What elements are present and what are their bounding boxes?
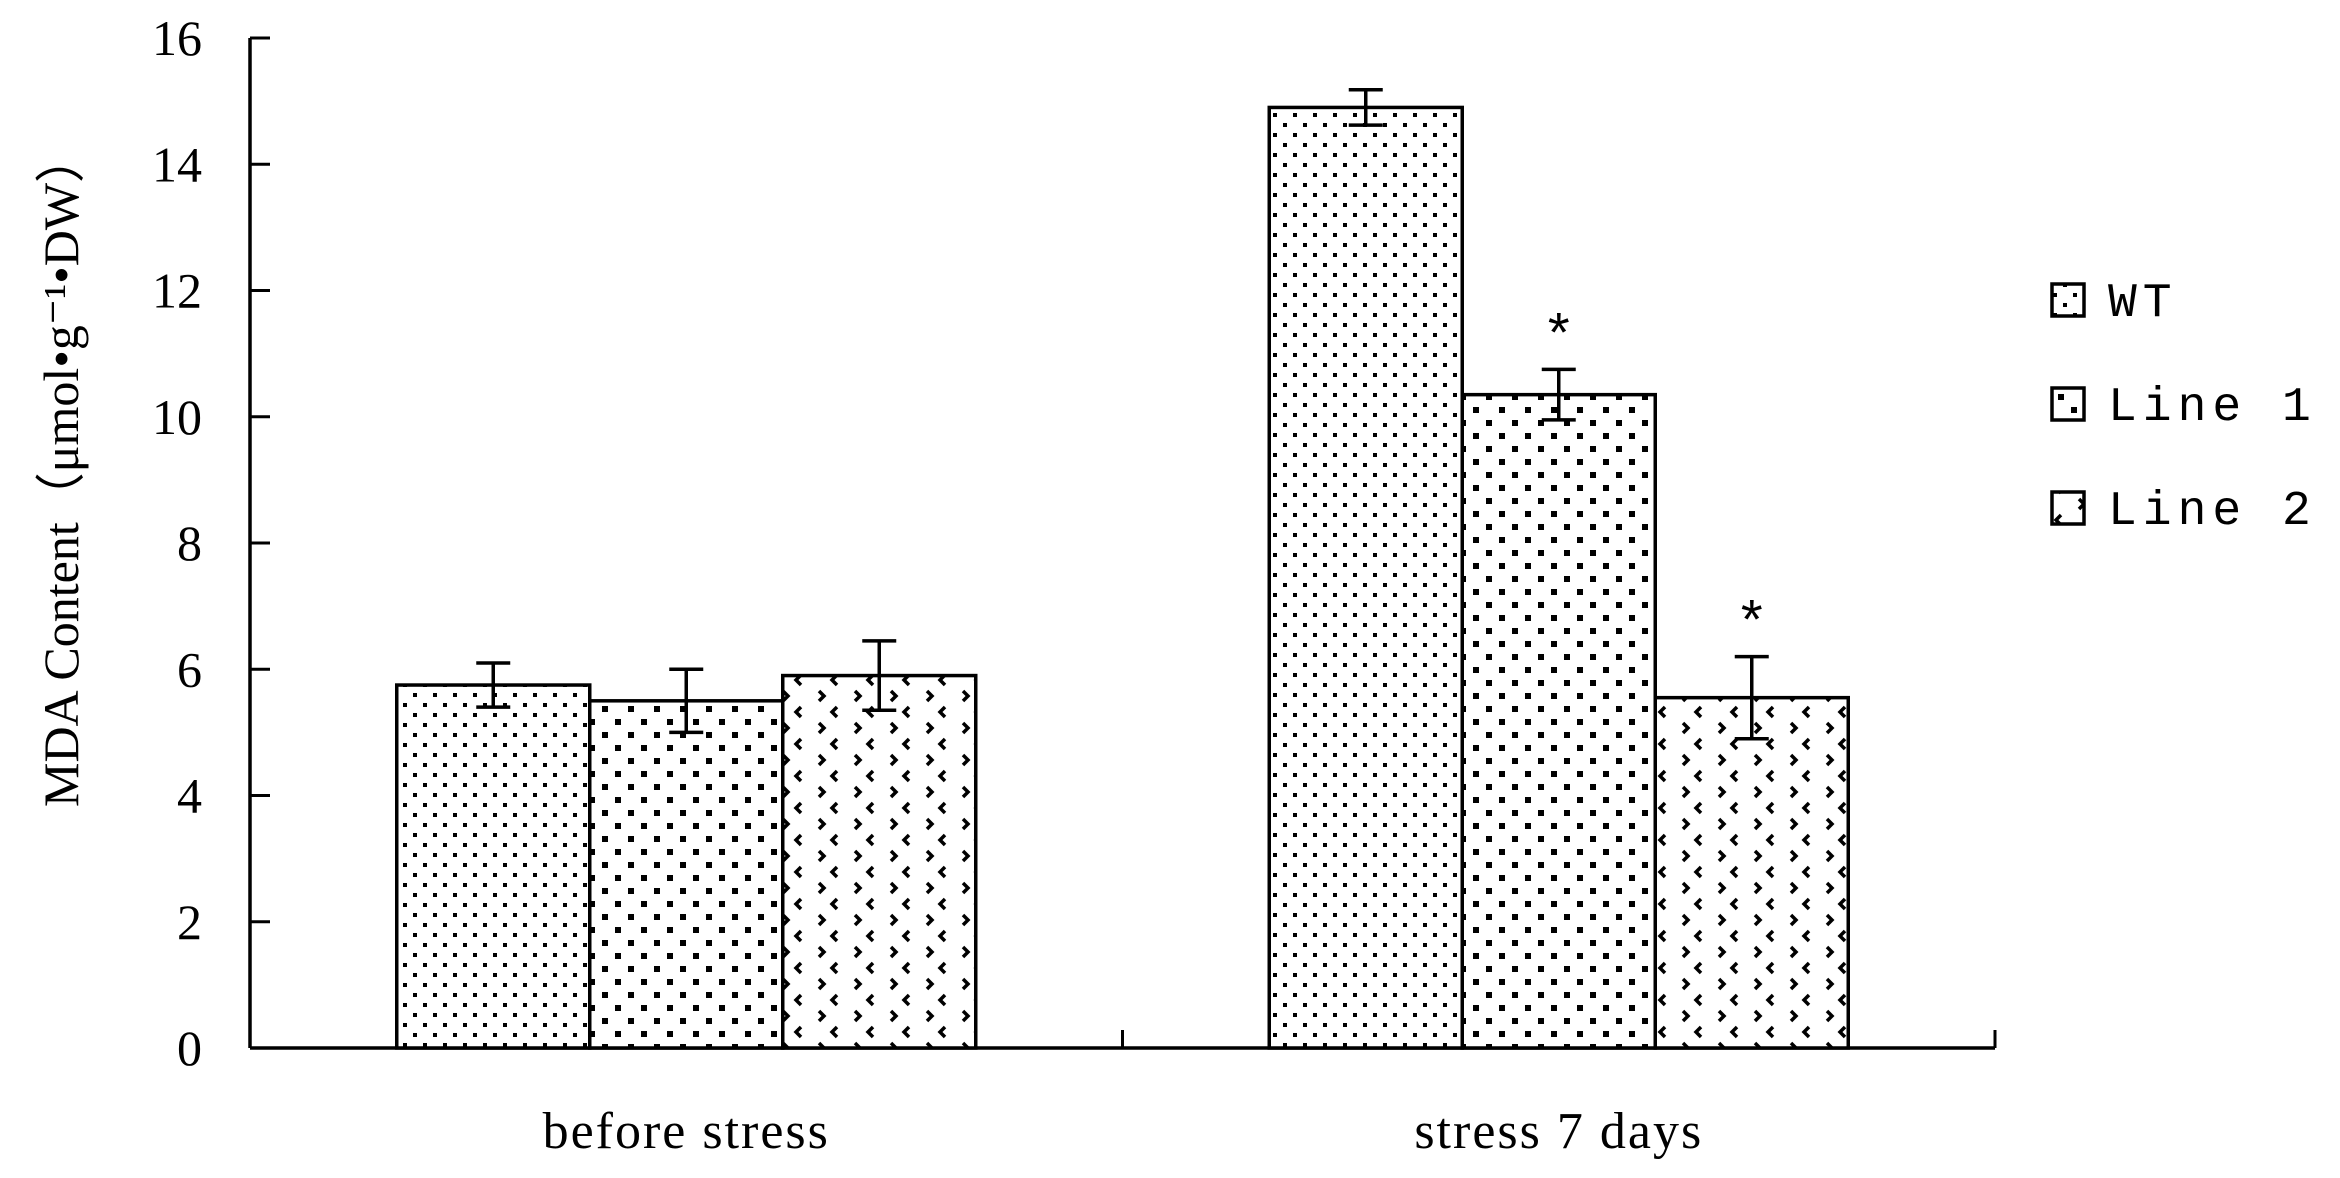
bar [395, 683, 592, 1050]
y-tick-label: 8 [177, 515, 202, 571]
y-tick-label: 10 [152, 389, 202, 445]
bar [781, 673, 978, 1050]
legend-swatch [2050, 386, 2086, 422]
category-label: stress 7 days [1414, 1103, 1703, 1160]
legend-swatch [2050, 282, 2086, 318]
y-tick-label: 16 [152, 10, 202, 66]
y-tick-label: 12 [152, 263, 202, 319]
bars [395, 105, 1850, 1050]
legend-swatch [2050, 490, 2086, 526]
bar [588, 699, 785, 1050]
labels: before stress * * stress 7 days [543, 300, 1763, 1160]
y-tick-label: 14 [152, 136, 202, 192]
error-bars [476, 88, 1769, 741]
bar [1267, 105, 1464, 1050]
category-label: before stress [543, 1103, 830, 1160]
y-tick-label: 4 [177, 768, 202, 824]
bar [1653, 695, 1850, 1050]
bar [1460, 392, 1657, 1050]
legend-label: Line 1 [2108, 381, 2317, 435]
y-tick-label: 2 [177, 894, 202, 950]
legend-label: Line 2 [2108, 485, 2317, 539]
y-axis-title: MDA Content（μmol•g⁻¹•DW） [33, 133, 89, 807]
significance-marker: * [1741, 588, 1763, 651]
y-tick-label: 6 [177, 641, 202, 697]
legend-label: WT [2108, 277, 2178, 331]
y-axis-label: MDA Content（μmol•g⁻¹•DW） [33, 133, 89, 807]
y-tick-label: 0 [177, 1020, 202, 1076]
significance-marker: * [1548, 300, 1570, 363]
legend: WT Line 1 Line 2 [2050, 277, 2317, 539]
